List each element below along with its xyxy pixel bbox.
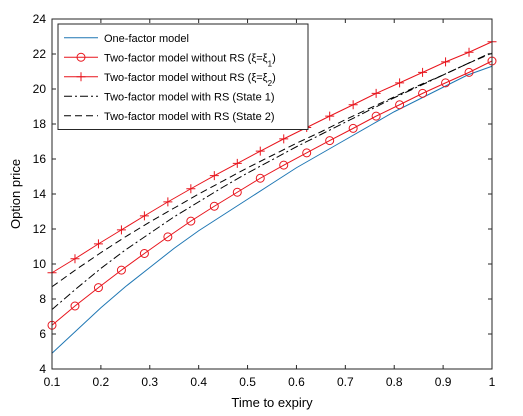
legend-label-2: Two-factor model without RS (ξ=ξ1) [104, 52, 276, 68]
series-3-point [348, 100, 358, 110]
y-tick-label: 20 [33, 82, 47, 96]
x-tick-label: 1 [489, 375, 496, 389]
series-3-point [279, 134, 289, 144]
y-tick-label: 10 [33, 257, 47, 271]
series-2-point [395, 100, 405, 110]
legend-label-subscript: 1 [268, 59, 273, 68]
series-2-point [441, 78, 451, 88]
legend-label-3: Two-factor model without RS (ξ=ξ2) [104, 72, 276, 88]
series-3-point [139, 211, 149, 221]
series-3-point [325, 111, 335, 121]
legend-swatch-marker [76, 72, 86, 82]
series-2-point [302, 148, 312, 158]
x-axis-label: Time to expiry [231, 395, 313, 410]
series-3-point [232, 158, 242, 168]
series-2-point [464, 67, 474, 77]
legend-label-suffix: ) [272, 52, 276, 64]
series-5 [51, 52, 493, 288]
y-tick-label: 8 [39, 292, 46, 306]
series-3-point [464, 47, 474, 57]
series-2-point [70, 301, 80, 311]
legend-label-subscript: 2 [268, 78, 273, 87]
y-tick-label: 22 [33, 47, 47, 61]
series-3-point [441, 57, 451, 67]
series-2-point [186, 216, 196, 226]
series-3-point [418, 67, 428, 77]
x-tick-label: 0.6 [288, 375, 305, 389]
series-2-point [325, 136, 335, 146]
legend-label-1: One-factor model [104, 33, 189, 45]
x-tick-label: 0.3 [141, 375, 158, 389]
series-2 [47, 56, 497, 330]
series-3-point [93, 239, 103, 249]
series-2-point [163, 232, 173, 242]
series-2-point [279, 160, 289, 170]
series-3-point [209, 171, 219, 181]
x-tick-label: 0.9 [435, 375, 452, 389]
y-tick-label: 14 [33, 187, 47, 201]
legend-label-5: Two-factor model with RS (State 2) [104, 111, 275, 123]
x-tick-label: 0.1 [44, 375, 61, 389]
series-3-point [70, 254, 80, 264]
x-tick-label: 0.5 [239, 375, 256, 389]
axes-layer: 0.1 0.2 0.3 0.4 0.5 0.6 0.7 0.8 0.9 1468101214161… [33, 12, 496, 389]
series-3 [47, 37, 497, 278]
series-2-point [139, 249, 149, 258]
series-3-point [163, 197, 173, 207]
series-2-point [348, 123, 358, 133]
y-tick-label: 4 [39, 362, 46, 376]
series-3-point [371, 88, 381, 98]
legend-swatch-marker [76, 52, 86, 62]
legend-label-4: Two-factor model with RS (State 1) [104, 91, 275, 103]
series-1 [51, 65, 493, 354]
series-1-line [51, 65, 493, 354]
series-2-point [93, 283, 103, 293]
series-2-point [418, 88, 428, 98]
series-3-point [186, 184, 196, 194]
x-tick-label: 0.7 [337, 375, 354, 389]
y-tick-label: 24 [33, 12, 47, 26]
y-axis-label: Option price [8, 159, 23, 229]
series-layer [47, 37, 497, 354]
series-3-point [116, 225, 126, 235]
x-tick-label: 0.8 [386, 375, 403, 389]
legend-box [57, 23, 309, 130]
x-tick-label: 0.2 [93, 375, 110, 389]
x-tick-label: 0.4 [190, 375, 207, 389]
y-tick-label: 18 [33, 117, 47, 131]
series-3-point [395, 78, 405, 88]
series-2-point [209, 201, 219, 211]
y-tick-label: 12 [33, 222, 47, 236]
legend-label-suffix: ) [272, 72, 276, 84]
series-3-line [51, 41, 493, 274]
y-tick-label: 6 [39, 327, 46, 341]
legend: One-factor model Two-factor model without… [57, 23, 309, 130]
series-3-point [255, 146, 265, 156]
series-2-point [232, 187, 242, 197]
y-tick-label: 16 [33, 152, 47, 166]
series-2-point [371, 111, 381, 121]
series-2-point [255, 173, 265, 183]
series-5-line [51, 52, 493, 288]
series-2-point [116, 265, 126, 275]
